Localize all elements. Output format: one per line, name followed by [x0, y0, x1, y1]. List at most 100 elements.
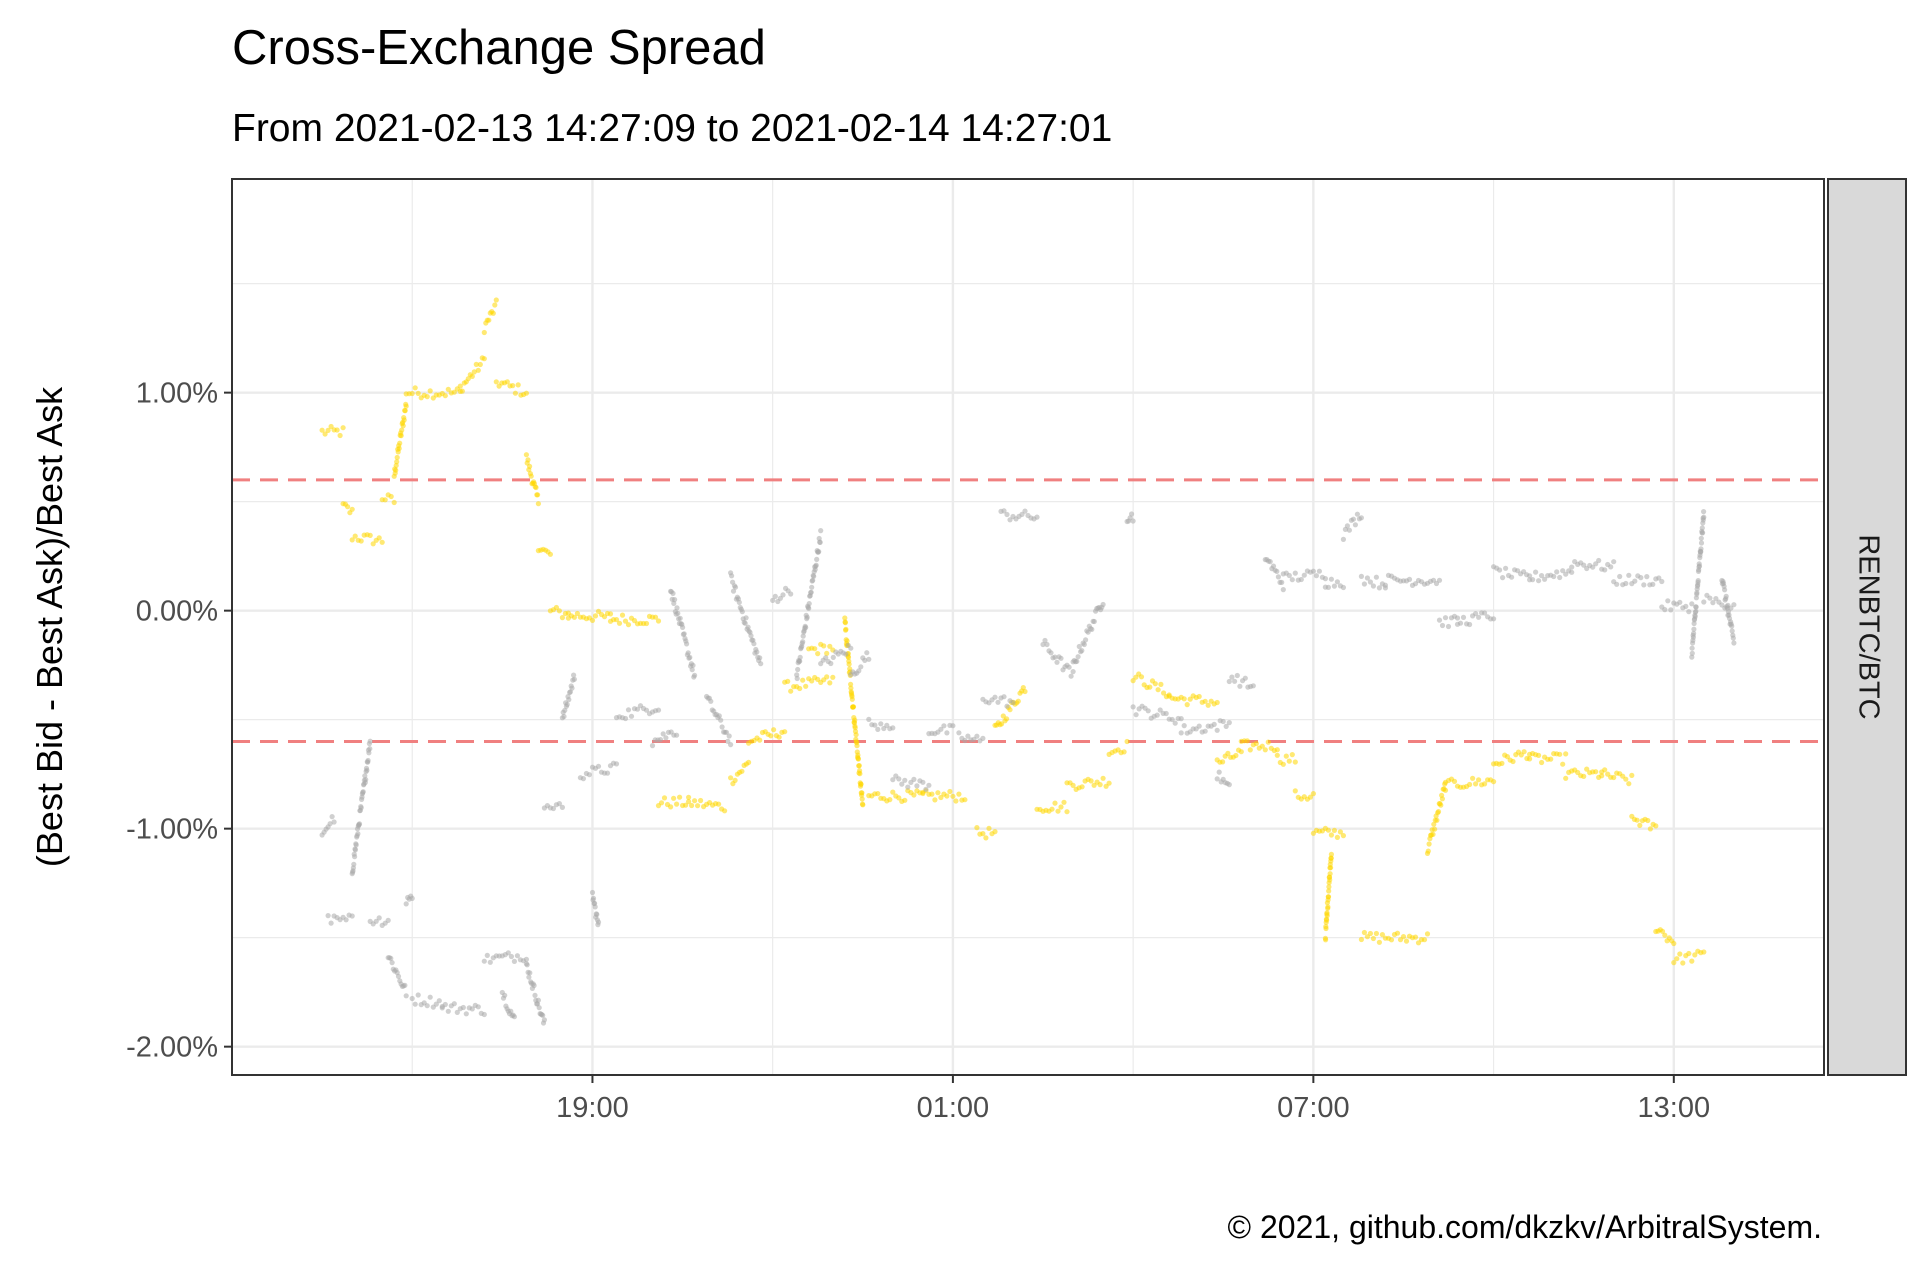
data-point	[719, 724, 725, 730]
data-point	[427, 388, 433, 394]
facet-strip: RENBTC/BTC	[1827, 178, 1907, 1076]
data-point	[1536, 578, 1542, 584]
data-point	[1280, 587, 1286, 593]
data-point	[1331, 827, 1337, 834]
data-point	[1163, 710, 1169, 717]
data-point	[674, 801, 680, 807]
data-point	[856, 763, 862, 769]
data-point	[1460, 614, 1467, 621]
data-point	[493, 379, 499, 385]
data-point	[1696, 563, 1703, 569]
data-point	[395, 973, 402, 980]
data-point	[622, 618, 629, 624]
data-point	[974, 825, 980, 831]
data-point	[536, 1005, 542, 1011]
data-point	[376, 535, 382, 541]
data-point	[1340, 536, 1346, 543]
data-point	[1226, 678, 1232, 685]
data-point	[1482, 781, 1488, 787]
data-point	[1434, 817, 1440, 823]
data-point	[842, 620, 849, 626]
data-point	[486, 317, 492, 323]
data-point	[1247, 747, 1253, 753]
data-point	[809, 584, 815, 590]
x-tick-label: 19:00	[556, 1092, 629, 1124]
data-point	[340, 425, 346, 431]
data-point	[1079, 648, 1085, 654]
data-point	[999, 721, 1005, 727]
data-point	[493, 297, 499, 303]
data-point	[524, 962, 530, 968]
data-point	[1569, 569, 1575, 575]
data-point	[1010, 700, 1016, 706]
data-point	[1584, 766, 1590, 772]
data-point	[1274, 752, 1280, 758]
data-point	[388, 955, 394, 962]
data-point	[334, 427, 340, 433]
data-point	[412, 1001, 418, 1007]
data-point	[1680, 960, 1686, 966]
data-point	[926, 782, 932, 788]
data-point	[986, 825, 992, 832]
x-tick-label: 13:00	[1638, 1092, 1711, 1124]
data-point	[1403, 938, 1410, 944]
data-point	[594, 911, 600, 918]
data-point	[1133, 712, 1139, 718]
data-point	[1370, 935, 1376, 942]
data-point	[1436, 617, 1443, 623]
data-point	[809, 678, 815, 684]
data-point	[1280, 761, 1286, 767]
data-point	[1083, 637, 1089, 643]
data-point	[1611, 774, 1617, 781]
data-point	[1634, 817, 1640, 823]
data-point	[1376, 585, 1382, 591]
data-point	[655, 707, 662, 713]
data-point	[932, 797, 938, 803]
data-point	[535, 997, 542, 1003]
data-point	[896, 776, 902, 782]
data-point	[649, 743, 656, 749]
data-point	[1590, 564, 1596, 570]
data-point	[1645, 817, 1651, 824]
data-point	[550, 805, 557, 812]
data-point	[914, 783, 920, 789]
data-point	[1439, 622, 1446, 629]
data-point	[1075, 654, 1081, 660]
data-point	[1184, 702, 1190, 708]
data-point	[1289, 752, 1295, 758]
data-point	[1147, 684, 1153, 690]
data-point	[540, 1012, 546, 1018]
data-point	[475, 1004, 481, 1010]
data-point	[475, 367, 481, 373]
data-point	[595, 763, 602, 769]
data-point	[511, 958, 517, 965]
data-point	[1361, 929, 1367, 936]
data-point	[674, 605, 680, 611]
plot-background	[232, 179, 1824, 1075]
data-point	[469, 1006, 475, 1012]
data-point	[571, 676, 578, 682]
data-point	[929, 791, 935, 797]
data-point	[1692, 613, 1698, 620]
data-point	[1406, 576, 1413, 583]
data-point	[1644, 574, 1650, 580]
y-tick-label: 1.00%	[136, 378, 218, 410]
data-point	[890, 777, 896, 783]
data-point	[580, 776, 587, 782]
data-point	[1334, 579, 1340, 585]
data-point	[1205, 702, 1211, 708]
data-point	[1106, 780, 1112, 786]
data-point	[394, 454, 400, 461]
data-point	[1158, 681, 1164, 688]
data-point	[1091, 618, 1097, 625]
data-point	[391, 499, 397, 506]
data-point	[905, 784, 911, 790]
data-point	[859, 796, 865, 802]
data-point	[1324, 913, 1330, 919]
data-point	[935, 790, 941, 796]
data-point	[508, 953, 514, 960]
data-point	[1358, 936, 1364, 943]
data-point	[854, 743, 860, 749]
data-point	[556, 801, 563, 807]
